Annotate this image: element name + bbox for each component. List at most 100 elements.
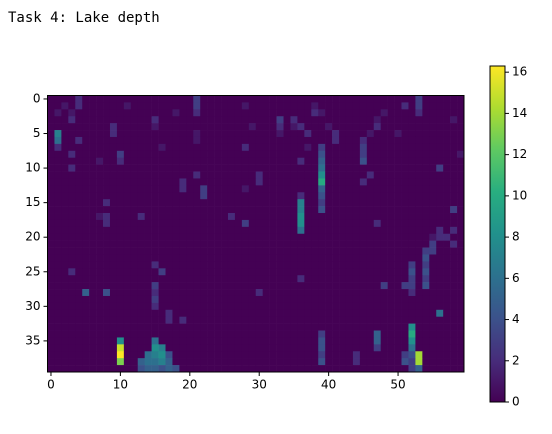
heatmap-cell [359,247,368,255]
heatmap-cell [227,123,236,131]
heatmap-cell [103,254,111,262]
heatmap-cell [283,316,291,324]
heatmap-cell [227,351,236,359]
heatmap-cell [165,213,173,221]
heatmap-cell [109,337,118,345]
heatmap-cell [339,351,347,359]
heatmap-cell [436,178,444,186]
heatmap-cell [109,323,118,331]
heatmap-cell [144,213,152,221]
heatmap-cell [75,192,83,200]
heatmap-cell [227,344,236,352]
heatmap-cell [283,289,291,297]
heatmap-cell [352,199,361,207]
heatmap-cell [436,247,444,255]
heatmap-cell [151,150,159,159]
heatmap-cell [415,157,423,165]
heatmap-cell [352,136,361,145]
heatmap-cell [123,344,132,352]
heatmap-cell [151,171,159,179]
heatmap-cell [248,157,257,165]
heatmap-cell [387,199,395,207]
heatmap-cell [144,351,152,359]
heatmap-cell [352,102,361,110]
heatmap-cell [137,365,145,373]
heatmap-cell [234,226,243,235]
heatmap-cell [311,102,319,110]
heatmap-cell [304,116,312,124]
heatmap-cell [345,185,354,193]
heatmap-cell [297,109,305,117]
heatmap-cell [151,164,159,172]
heatmap-cell [54,295,62,304]
heatmap-cell [130,309,139,317]
heatmap-cell [200,150,208,159]
heatmap-cell [366,192,375,200]
heatmap-cell [130,164,139,172]
heatmap-cell [193,323,201,331]
heatmap-cell [436,123,444,131]
heatmap-cell [332,171,340,179]
heatmap-cell [61,282,69,290]
heatmap-cell [200,95,208,103]
heatmap-cell [172,219,180,228]
heatmap-cell [366,102,375,110]
heatmap-cell [158,289,166,297]
heatmap-cell [89,323,97,331]
heatmap-cell [214,143,222,152]
heatmap-cell [89,309,97,317]
heatmap-cell [359,123,368,131]
heatmap-cell [457,123,465,131]
heatmap-cell [345,123,354,131]
heatmap-cell [276,130,284,138]
heatmap-cell [276,295,284,304]
heatmap-cell [248,282,257,290]
heatmap-cell [325,289,333,297]
heatmap-cell [214,109,222,117]
heatmap-cell [234,185,243,193]
heatmap-cell [436,282,444,290]
heatmap-cell [82,164,90,172]
heatmap-cell [75,302,83,311]
heatmap-cell [415,358,423,366]
heatmap-cell [297,261,305,269]
heatmap-cell [200,358,208,366]
heatmap-cell [359,268,368,276]
heatmap-cell [352,206,361,214]
heatmap-cell [318,219,326,228]
heatmap-cell [304,254,312,262]
heatmap-cell [96,309,104,317]
heatmap-cell [429,261,437,269]
heatmap-cell [151,136,159,145]
heatmap-cell [429,316,437,324]
heatmap-cell [221,358,229,366]
colorbar-tick-label: 0 [512,395,520,409]
heatmap-cell [325,295,333,304]
heatmap-cell [137,351,145,359]
heatmap-cell [366,116,375,124]
heatmap-cell [387,247,395,255]
heatmap-cell [457,302,465,311]
colorbar [489,65,506,403]
heatmap-cell [54,185,62,193]
heatmap-cell [318,302,326,311]
colorbar-tick-label: 10 [512,188,527,202]
heatmap-cell [457,102,465,110]
heatmap-cell [193,261,201,269]
heatmap-cell [54,150,62,159]
x-tick-label: 30 [252,378,267,392]
heatmap-cell [339,199,347,207]
heatmap-cell [387,323,395,331]
heatmap-cell [457,358,465,366]
heatmap-cell [429,254,437,262]
heatmap-cell [54,337,62,345]
heatmap-cell [443,261,451,269]
heatmap-cell [61,213,69,221]
heatmap-cell [75,233,83,241]
heatmap-cell [450,185,458,193]
heatmap-cell [227,102,236,110]
heatmap-cell [144,185,152,193]
heatmap-cell [401,130,409,138]
heatmap-cell [200,143,208,152]
heatmap-cell [96,302,104,311]
